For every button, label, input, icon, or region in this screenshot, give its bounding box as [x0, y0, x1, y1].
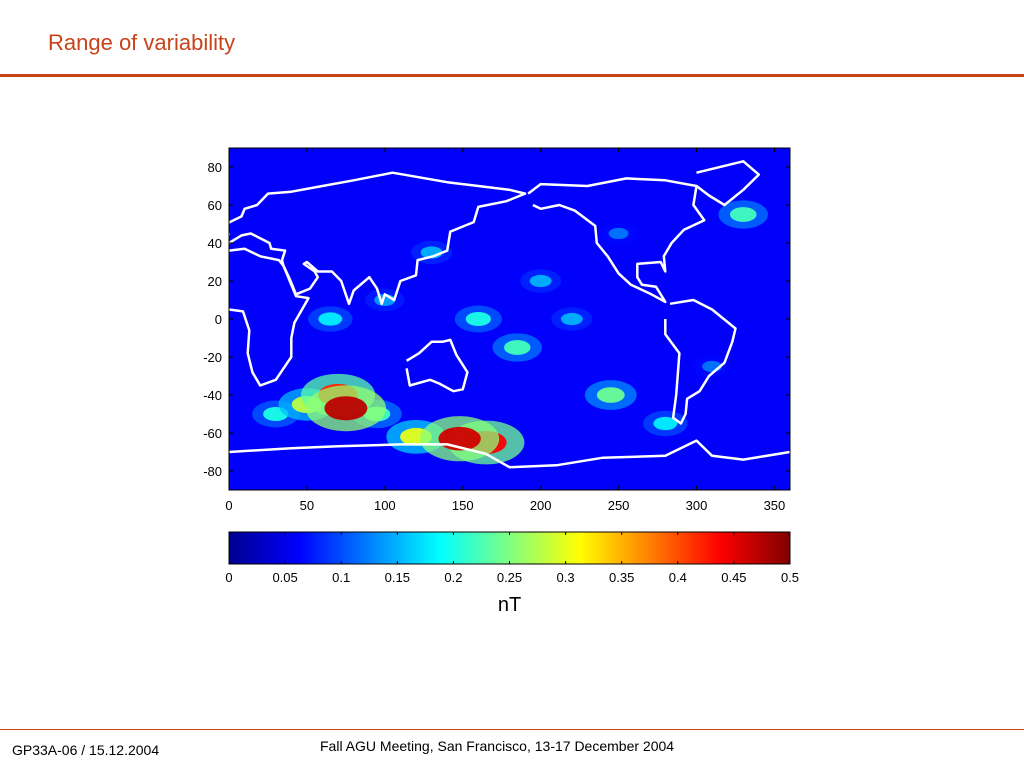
coastline-australia	[405, 338, 469, 393]
colorbar: 0 0.05 0.1 0.15 0.2 0.25 0.3 0.35 0.4 0.45 0.5 nT	[225, 531, 799, 616]
colorbar-tick-label: 0.5	[781, 570, 799, 585]
footer-meeting-name: Fall AGU Meeting, San Francisco, 13-17 D…	[320, 738, 675, 754]
map-plot: 0 50 100 150 200 250 300 350806040200-20-40-60-…	[203, 147, 791, 513]
colorbar-tick-label: 0.1	[332, 570, 350, 585]
footer-session-id: GP33A-06 / 15.12.2004	[12, 742, 160, 758]
y-tick-label: 60	[208, 198, 222, 213]
x-tick-label: 150	[452, 498, 474, 513]
colorbar-tick-label: 0.2	[444, 570, 462, 585]
heatmap-hotspot	[729, 207, 757, 222]
heatmap-hotspot	[653, 416, 678, 431]
coastline-africa	[229, 247, 310, 387]
y-tick-label: -60	[203, 426, 222, 441]
colorbar-gradient	[228, 531, 791, 565]
x-tick-label: 50	[300, 498, 314, 513]
y-tick-label: 20	[208, 274, 222, 289]
heatmap-hotspot	[504, 340, 531, 355]
y-tick-label: 80	[208, 160, 222, 175]
coastline-eurasia	[229, 171, 527, 306]
x-tick-label: 250	[608, 498, 630, 513]
heatmap-hotspot	[318, 312, 343, 326]
y-tick-label: -20	[203, 350, 222, 365]
x-tick-label: 350	[764, 498, 786, 513]
heatmap-hotspot	[465, 311, 491, 327]
colorbar-tick-label: 0.4	[669, 570, 687, 585]
heatmap-hotspot	[529, 274, 552, 288]
heatmap-hotspot	[596, 387, 625, 403]
y-tick-label: -80	[203, 464, 222, 479]
colorbar-tick-label: 0.45	[721, 570, 746, 585]
y-tick-label: 0	[215, 312, 222, 327]
footer-divider	[0, 729, 1024, 730]
x-tick-label: 300	[686, 498, 708, 513]
colorbar-tick-label: 0.35	[609, 570, 634, 585]
colorbar-tick-label: 0.25	[497, 570, 522, 585]
title-divider	[0, 74, 1024, 77]
slide-title: Range of variability	[48, 30, 236, 55]
coastline-south-america	[664, 298, 737, 425]
coastline-greenland	[695, 160, 761, 207]
x-tick-label: 100	[374, 498, 396, 513]
x-tick-label: 0	[225, 498, 232, 513]
colorbar-tick-label: 0.15	[385, 570, 410, 585]
y-tick-label: 40	[208, 236, 222, 251]
colorbar-tick-label: 0.3	[557, 570, 575, 585]
y-tick-label: -40	[203, 388, 222, 403]
colorbar-tick-label: 0	[225, 570, 232, 585]
colorbar-unit-label: nT	[498, 594, 521, 616]
heatmap-hotspot	[608, 227, 629, 240]
coastline-north-america	[527, 177, 706, 304]
coastline-layer	[229, 160, 790, 469]
heatmap-field	[229, 148, 790, 490]
heatmap-hotspot	[560, 312, 583, 326]
colorbar-tick-label: 0.05	[272, 570, 297, 585]
x-tick-label: 200	[530, 498, 552, 513]
coastline-antarctica	[229, 439, 790, 469]
heatmap-hotspot	[324, 396, 368, 421]
